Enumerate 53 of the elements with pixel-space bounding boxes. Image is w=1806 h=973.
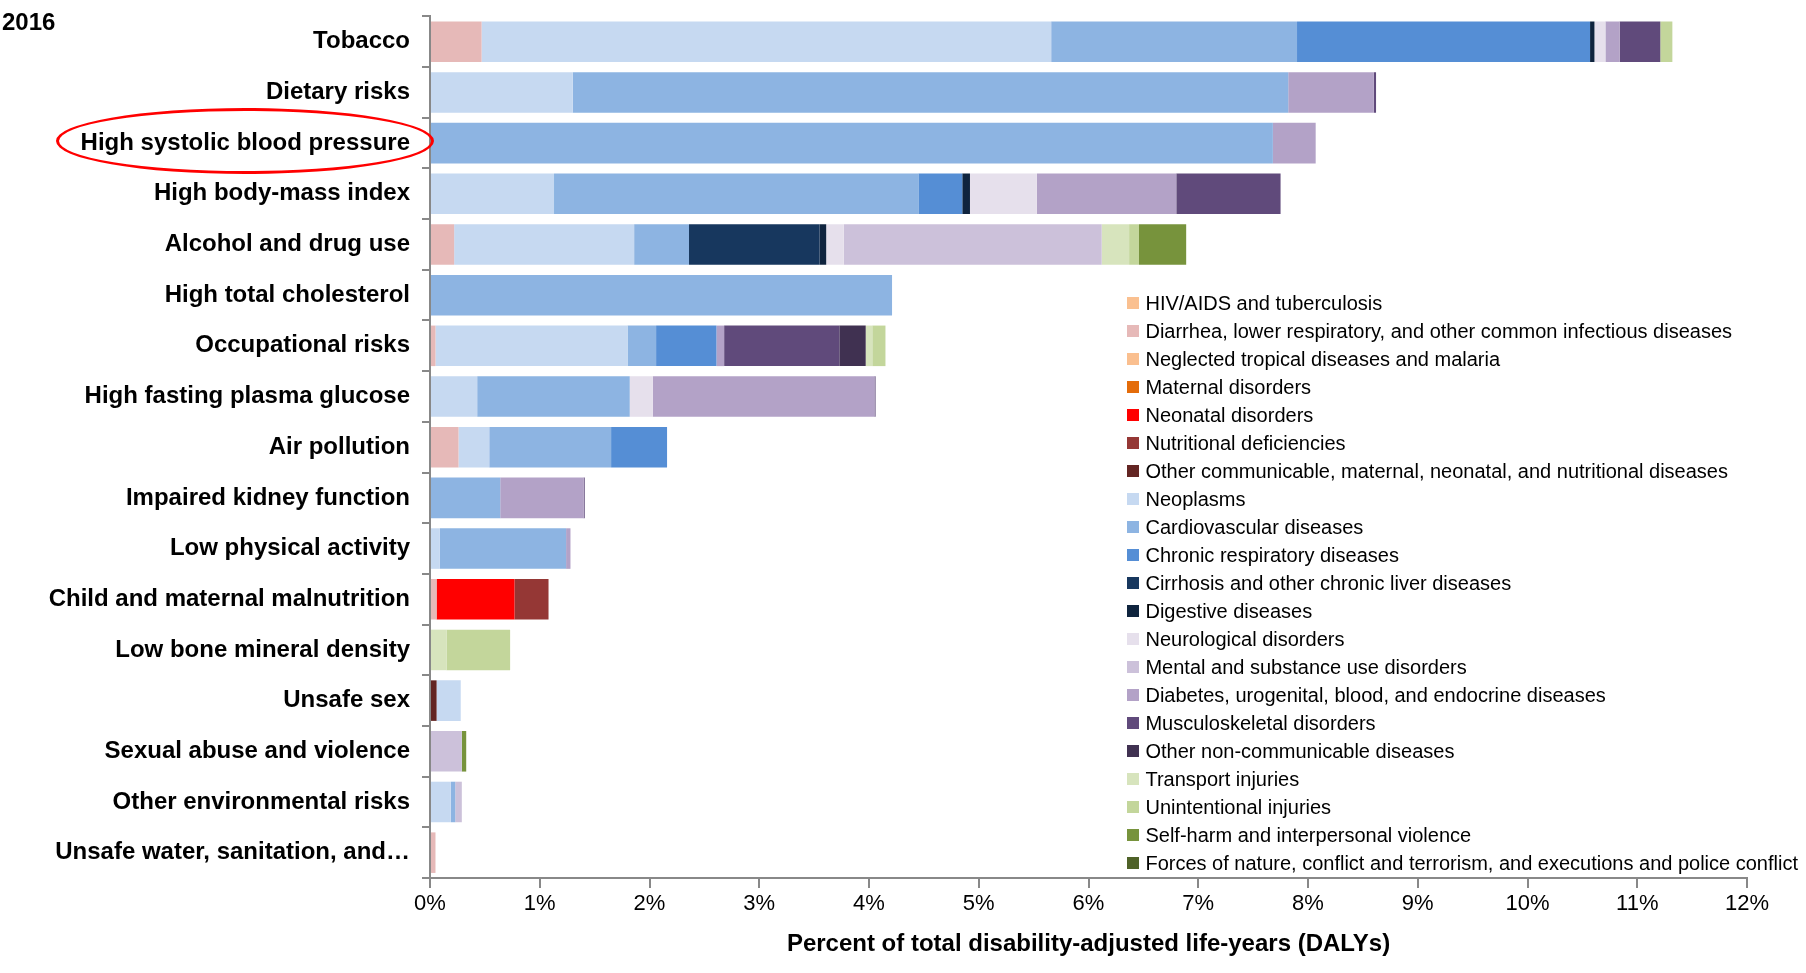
y-tick-label: Other environmental risks <box>112 786 410 814</box>
legend-label: Mental and substance use disorders <box>1145 655 1467 679</box>
text: 2016 <box>2 8 56 36</box>
x-tick-label: 9% <box>1401 890 1434 916</box>
x-tick-label: 3% <box>743 890 776 916</box>
legend-label: Cirrhosis and other chronic liver diseases <box>1145 571 1512 595</box>
y-tick-label: High fasting plasma glucose <box>84 381 410 409</box>
legend-label: Self-harm and interpersonal violence <box>1145 823 1472 847</box>
legend-label: Transport injuries <box>1145 767 1300 791</box>
legend-label: Neurological disorders <box>1145 627 1345 651</box>
y-tick-label: Unsafe water, sanitation, and… <box>55 837 410 865</box>
y-tick-label: Dietary risks <box>265 77 410 105</box>
x-tick-label: 12% <box>1724 890 1770 916</box>
x-tick-label: 1% <box>523 890 556 916</box>
x-tick-label: 11% <box>1616 890 1659 916</box>
y-tick-label: Child and maternal malnutrition <box>48 583 410 611</box>
y-tick-label: High systolic blood pressure <box>80 127 410 155</box>
y-tick-label: Occupational risks <box>195 330 410 358</box>
legend-label: Cardiovascular diseases <box>1145 515 1364 539</box>
y-tick-label: Sexual abuse and violence <box>104 735 410 763</box>
x-tick-label: 5% <box>962 890 995 916</box>
legend-label: Forces of nature, conflict and terrorism, and executions and police conflict <box>1145 851 1798 875</box>
y-tick-label: Unsafe sex <box>283 685 411 713</box>
legend-label: Other communicable, maternal, neonatal, and nutritional diseases <box>1145 459 1728 483</box>
x-tick-label: 8% <box>1292 890 1324 916</box>
legend-label: Diarrhea, lower respiratory, and other common infectious diseases <box>1145 319 1732 343</box>
legend-label: Nutritional deficiencies <box>1145 431 1346 455</box>
y-tick-label: Alcohol and drug use <box>164 229 410 257</box>
legend-label: Neoplasms <box>1145 487 1246 511</box>
legend-label: HIV/AIDS and tuberculosis <box>1145 291 1383 315</box>
y-tick-label: Impaired kidney function <box>125 482 410 510</box>
x-tick-label: 2% <box>633 890 666 916</box>
y-tick-label: High body-mass index <box>153 178 411 206</box>
y-tick-label: Low physical activity <box>169 533 411 561</box>
legend-label: Neglected tropical diseases and malaria <box>1145 347 1501 371</box>
x-axis-title: Percent of total disability-adjusted life-years (DALYs) <box>786 929 1391 957</box>
y-tick-label: Tobacco <box>313 26 410 54</box>
legend-label: Musculoskeletal disorders <box>1145 711 1376 735</box>
legend-label: Maternal disorders <box>1145 375 1312 399</box>
legend-label: Chronic respiratory diseases <box>1145 543 1399 567</box>
x-tick-label: 7% <box>1182 890 1215 916</box>
legend-label: Neonatal disorders <box>1145 403 1314 427</box>
x-tick-label: 0% <box>414 890 446 916</box>
x-tick-label: 4% <box>853 890 885 916</box>
legend-label: Diabetes, urogenital, blood, and endocrine diseases <box>1145 683 1606 707</box>
x-tick-label: 10% <box>1505 890 1550 916</box>
legend-label: Unintentional injuries <box>1145 795 1332 819</box>
legend-label: Digestive diseases <box>1145 599 1313 623</box>
legend-label: Other non-communicable diseases <box>1145 739 1455 763</box>
y-tick-label: High total cholesterol <box>164 279 410 307</box>
x-tick-label: 6% <box>1072 890 1105 916</box>
y-tick-label: Low bone mineral density <box>115 634 411 662</box>
y-tick-label: Air pollution <box>268 431 410 459</box>
